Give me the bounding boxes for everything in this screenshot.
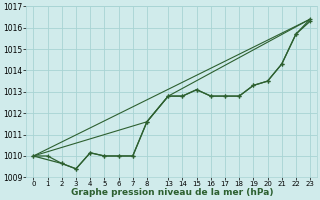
X-axis label: Graphe pression niveau de la mer (hPa): Graphe pression niveau de la mer (hPa) bbox=[70, 188, 273, 197]
